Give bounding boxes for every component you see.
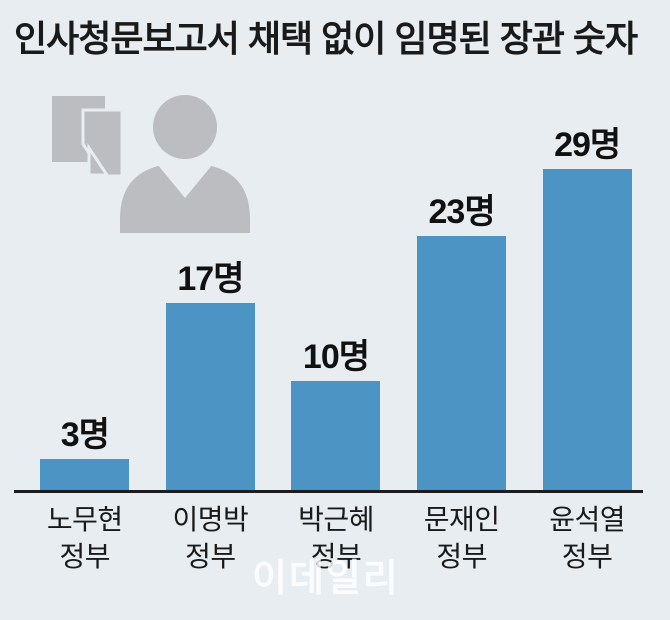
person-icon (120, 95, 250, 233)
bar-column: 3명 (22, 418, 148, 492)
axis-category-line: 정부 (561, 541, 613, 572)
axis-category-line: 정부 (436, 541, 487, 572)
bar (165, 303, 255, 492)
bar (291, 381, 381, 492)
axis-category-line: 정부 (59, 541, 111, 572)
bar (40, 459, 130, 492)
axis-category-line: 윤석열 (549, 504, 626, 535)
documents-icon (52, 96, 124, 178)
x-axis-labels: 노무현 정부 이명박 정부 박근혜 정부 문재인 정부 윤석열 정부 (22, 501, 650, 575)
bar-value-label: 10명 (302, 338, 370, 376)
axis-category-line: 박근혜 (298, 504, 374, 535)
bar-column: 17명 (148, 262, 274, 492)
axis-category-line: 문재인 (423, 504, 500, 535)
report-and-person-pictogram (52, 95, 250, 233)
bar-column: 23명 (399, 195, 525, 492)
bar (417, 236, 507, 492)
bar-value-label: 29명 (554, 126, 621, 164)
axis-category-line: 정부 (185, 541, 236, 572)
bar (542, 169, 632, 492)
axis-category-line: 이명박 (172, 504, 249, 535)
axis-category-line: 노무현 (46, 504, 123, 535)
bar-value-label: 23명 (428, 193, 496, 231)
bar-value-label: 17명 (177, 260, 244, 298)
axis-category-line: 정부 (310, 541, 362, 572)
bar-value-label: 3명 (60, 416, 110, 454)
bar-column: 29명 (524, 128, 650, 492)
chart-title: 인사청문보고서 채택 없이 임명된 장관 숫자 (14, 18, 638, 59)
bar-column: 10명 (273, 340, 399, 492)
bar-chart: 3명 17명 10명 23명 29명 (22, 128, 650, 492)
x-axis-line (14, 490, 643, 493)
